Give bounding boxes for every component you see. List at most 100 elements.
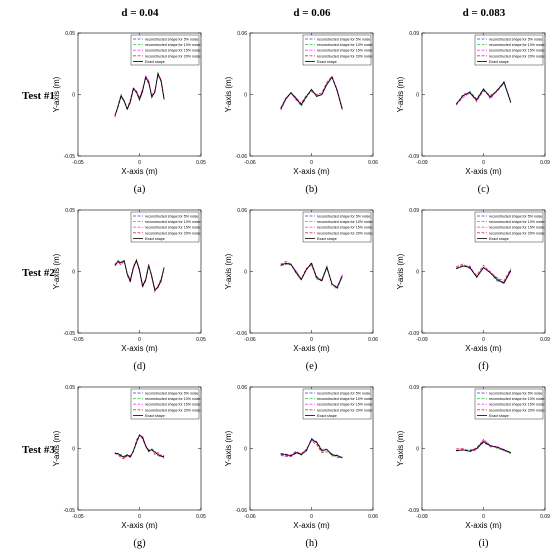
y-tick-label: -0.05 <box>64 331 76 337</box>
panel-caption: (e) <box>306 361 318 372</box>
legend: reconstructed shape for 5% noisereconstr… <box>302 34 373 66</box>
y-tick-label: 0 <box>416 270 419 276</box>
x-tick-label: -0.09 <box>416 514 428 520</box>
x-tick-label: 0 <box>310 514 313 520</box>
legend-entry: reconstructed shape for 20% noise <box>489 408 545 412</box>
x-tick-label: -0.05 <box>72 514 84 520</box>
y-tick-label: 0.05 <box>65 385 75 391</box>
x-tick-label: 0.09 <box>540 160 550 166</box>
column-header: d = 0.06 <box>293 7 331 19</box>
row-label: Test #2 <box>22 267 55 279</box>
legend-entry: reconstructed shape for 5% noise <box>145 392 199 396</box>
legend-entry: reconstructed shape for 15% noise <box>145 226 201 230</box>
y-tick-label: 0 <box>72 270 75 276</box>
x-tick-label: -0.09 <box>416 337 428 343</box>
legend-entry: reconstructed shape for 10% noise <box>489 43 545 47</box>
panel-caption: (b) <box>305 184 318 195</box>
legend-entry: reconstructed shape for 10% noise <box>317 43 373 47</box>
y-axis-label: Y-axis (m) <box>396 76 405 112</box>
y-tick-label: -0.09 <box>408 154 420 160</box>
x-axis-label: X-axis (m) <box>121 344 158 353</box>
x-axis-label: X-axis (m) <box>465 344 502 353</box>
x-axis-label: X-axis (m) <box>293 521 330 530</box>
subplot-c: -0.09 0 0.09 -0.09 0 0.09 X-axis (m) Y-axis (m)… <box>396 31 550 195</box>
legend-entry: Exact shape <box>489 237 509 241</box>
x-axis-label: X-axis (m) <box>293 344 330 353</box>
y-tick-label: 0 <box>416 447 419 453</box>
legend-entry: reconstructed shape for 15% noise <box>317 226 373 230</box>
reconstructed-curve <box>455 82 512 106</box>
legend-entry: reconstructed shape for 10% noise <box>489 397 545 401</box>
subplot-g: -0.05 0 0.05 -0.05 0 0.05 X-axis (m) Y-axis (m)… <box>52 385 206 549</box>
legend: reconstructed shape for 5% noisereconstr… <box>130 34 201 66</box>
x-tick-label: 0 <box>138 160 141 166</box>
x-tick-label: 0 <box>482 337 485 343</box>
reconstructed-curve <box>280 437 343 459</box>
panel-caption: (g) <box>133 538 146 549</box>
legend-entry: reconstructed shape for 10% noise <box>145 220 201 224</box>
legend: reconstructed shape for 5% noisereconstr… <box>130 211 201 243</box>
subplot-b: -0.06 0 0.06 -0.06 0 0.06 X-axis (m) Y-axis (m)… <box>224 31 378 195</box>
x-tick-label: -0.05 <box>72 160 84 166</box>
y-tick-label: -0.06 <box>236 331 248 337</box>
y-tick-label: 0 <box>244 93 247 99</box>
legend-entry: reconstructed shape for 20% noise <box>489 54 545 58</box>
x-tick-label: 0.05 <box>196 160 206 166</box>
y-tick-label: 0.05 <box>65 31 75 37</box>
legend-entry: reconstructed shape for 20% noise <box>145 408 201 412</box>
y-tick-label: 0.06 <box>237 208 247 214</box>
y-tick-label: 0 <box>244 270 247 276</box>
legend-entry: reconstructed shape for 15% noise <box>317 49 373 53</box>
legend-entry: reconstructed shape for 20% noise <box>317 231 373 235</box>
legend-entry: Exact shape <box>317 237 337 241</box>
subplot-f: -0.09 0 0.09 -0.09 0 0.09 X-axis (m) Y-axis (m)… <box>396 208 550 372</box>
x-tick-label: 0.06 <box>368 160 378 166</box>
subplot-d: -0.05 0 0.05 -0.05 0 0.05 X-axis (m) Y-axis (m)… <box>52 208 206 372</box>
exact-shape-curve <box>280 76 343 110</box>
legend-entry: reconstructed shape for 5% noise <box>489 215 543 219</box>
subplot-e: -0.06 0 0.06 -0.06 0 0.06 X-axis (m) Y-axis (m)… <box>224 208 378 372</box>
x-tick-label: 0.09 <box>540 514 550 520</box>
y-tick-label: -0.05 <box>64 508 76 514</box>
legend-entry: reconstructed shape for 5% noise <box>317 392 371 396</box>
legend-entry: reconstructed shape for 10% noise <box>145 397 201 401</box>
exact-shape-curve <box>114 434 165 458</box>
y-tick-label: -0.05 <box>64 154 76 160</box>
y-tick-label: -0.09 <box>408 331 420 337</box>
x-tick-label: 0 <box>138 337 141 343</box>
legend-entry: reconstructed shape for 5% noise <box>489 392 543 396</box>
x-tick-label: -0.06 <box>244 514 256 520</box>
x-axis-label: X-axis (m) <box>121 521 158 530</box>
subplot-h: -0.06 0 0.06 -0.06 0 0.06 X-axis (m) Y-axis (m)… <box>224 385 378 549</box>
column-header: d = 0.083 <box>463 7 506 19</box>
y-axis-label: Y-axis (m) <box>52 253 61 289</box>
x-tick-label: 0.05 <box>196 337 206 343</box>
x-tick-label: 0 <box>310 160 313 166</box>
legend-entry: reconstructed shape for 5% noise <box>489 38 543 42</box>
y-axis-label: Y-axis (m) <box>396 430 405 466</box>
subplot-a: -0.05 0 0.05 -0.05 0 0.05 X-axis (m) Y-axis (m)… <box>52 31 206 195</box>
legend: reconstructed shape for 5% noisereconstr… <box>302 211 373 243</box>
x-tick-label: 0 <box>138 514 141 520</box>
y-tick-label: 0 <box>72 447 75 453</box>
panel-caption: (h) <box>305 538 318 549</box>
x-tick-label: 0.09 <box>540 337 550 343</box>
x-axis-label: X-axis (m) <box>465 167 502 176</box>
legend-entry: reconstructed shape for 15% noise <box>145 49 201 53</box>
legend-entry: reconstructed shape for 15% noise <box>489 403 545 407</box>
y-axis-label: Y-axis (m) <box>396 253 405 289</box>
exact-shape-curve <box>114 259 165 291</box>
exact-shape-curve <box>280 262 343 289</box>
y-tick-label: 0 <box>416 93 419 99</box>
legend-entry: Exact shape <box>489 60 509 64</box>
legend-entry: reconstructed shape for 20% noise <box>145 231 201 235</box>
legend: reconstructed shape for 5% noisereconstr… <box>474 211 545 243</box>
x-axis-label: X-axis (m) <box>465 521 502 530</box>
panel-caption: (i) <box>479 538 489 549</box>
legend-entry: reconstructed shape for 5% noise <box>317 38 371 42</box>
reconstructed-curve <box>456 263 512 282</box>
y-tick-label: 0.06 <box>237 385 247 391</box>
y-tick-label: 0.09 <box>409 385 419 391</box>
x-tick-label: -0.05 <box>72 337 84 343</box>
